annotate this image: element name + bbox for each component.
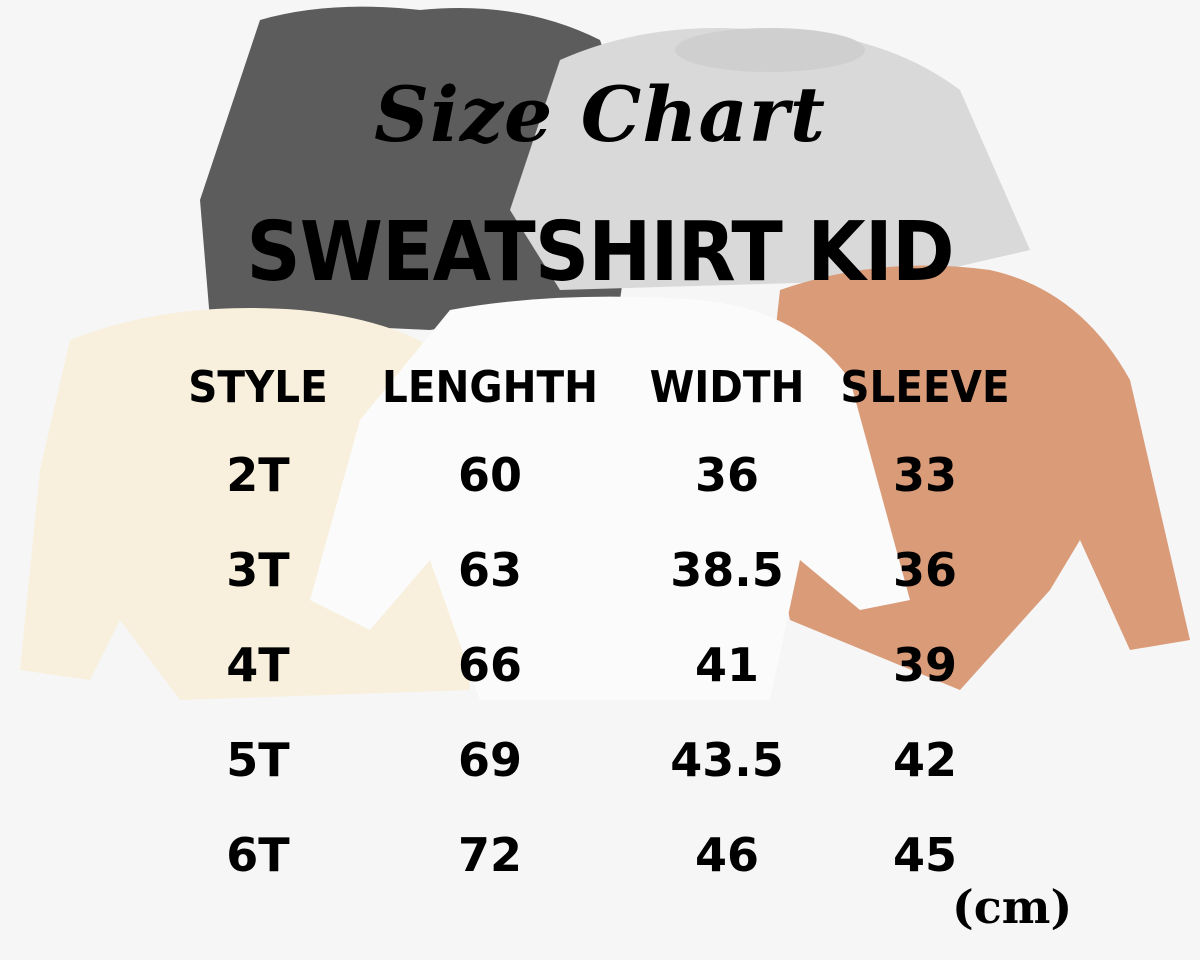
main-title: SWEATSHIRT KID — [246, 205, 954, 300]
cell-width: 38.5 — [670, 543, 784, 597]
light-gray-sweatshirt — [510, 28, 1030, 290]
white-sweatshirt — [310, 296, 910, 700]
cell-length: 72 — [457, 828, 522, 882]
cell-sleeve: 45 — [892, 828, 957, 882]
cell-style: 6T — [226, 828, 290, 882]
cell-length: 60 — [457, 448, 522, 502]
cell-sleeve: 39 — [892, 638, 957, 692]
cell-width: 41 — [694, 638, 759, 692]
cell-width: 46 — [694, 828, 759, 882]
dark-gray-sweatshirt — [200, 6, 640, 331]
cell-sleeve: 33 — [892, 448, 957, 502]
header-width: WIDTH — [649, 362, 805, 413]
cell-style: 5T — [226, 733, 290, 787]
script-title: Size Chart — [374, 70, 826, 159]
cell-width: 36 — [694, 448, 759, 502]
header-length: LENGHTH — [382, 362, 598, 413]
cell-length: 63 — [457, 543, 522, 597]
cell-length: 66 — [457, 638, 522, 692]
header-sleeve: SLEEVE — [840, 362, 1010, 413]
header-style: STYLE — [188, 362, 328, 413]
cell-sleeve: 36 — [892, 543, 957, 597]
cell-style: 4T — [226, 638, 290, 692]
cell-length: 69 — [457, 733, 522, 787]
cell-sleeve: 42 — [892, 733, 957, 787]
cell-width: 43.5 — [670, 733, 784, 787]
cell-style: 2T — [226, 448, 290, 502]
unit-label: (cm) — [952, 880, 1073, 934]
cell-style: 3T — [226, 543, 290, 597]
